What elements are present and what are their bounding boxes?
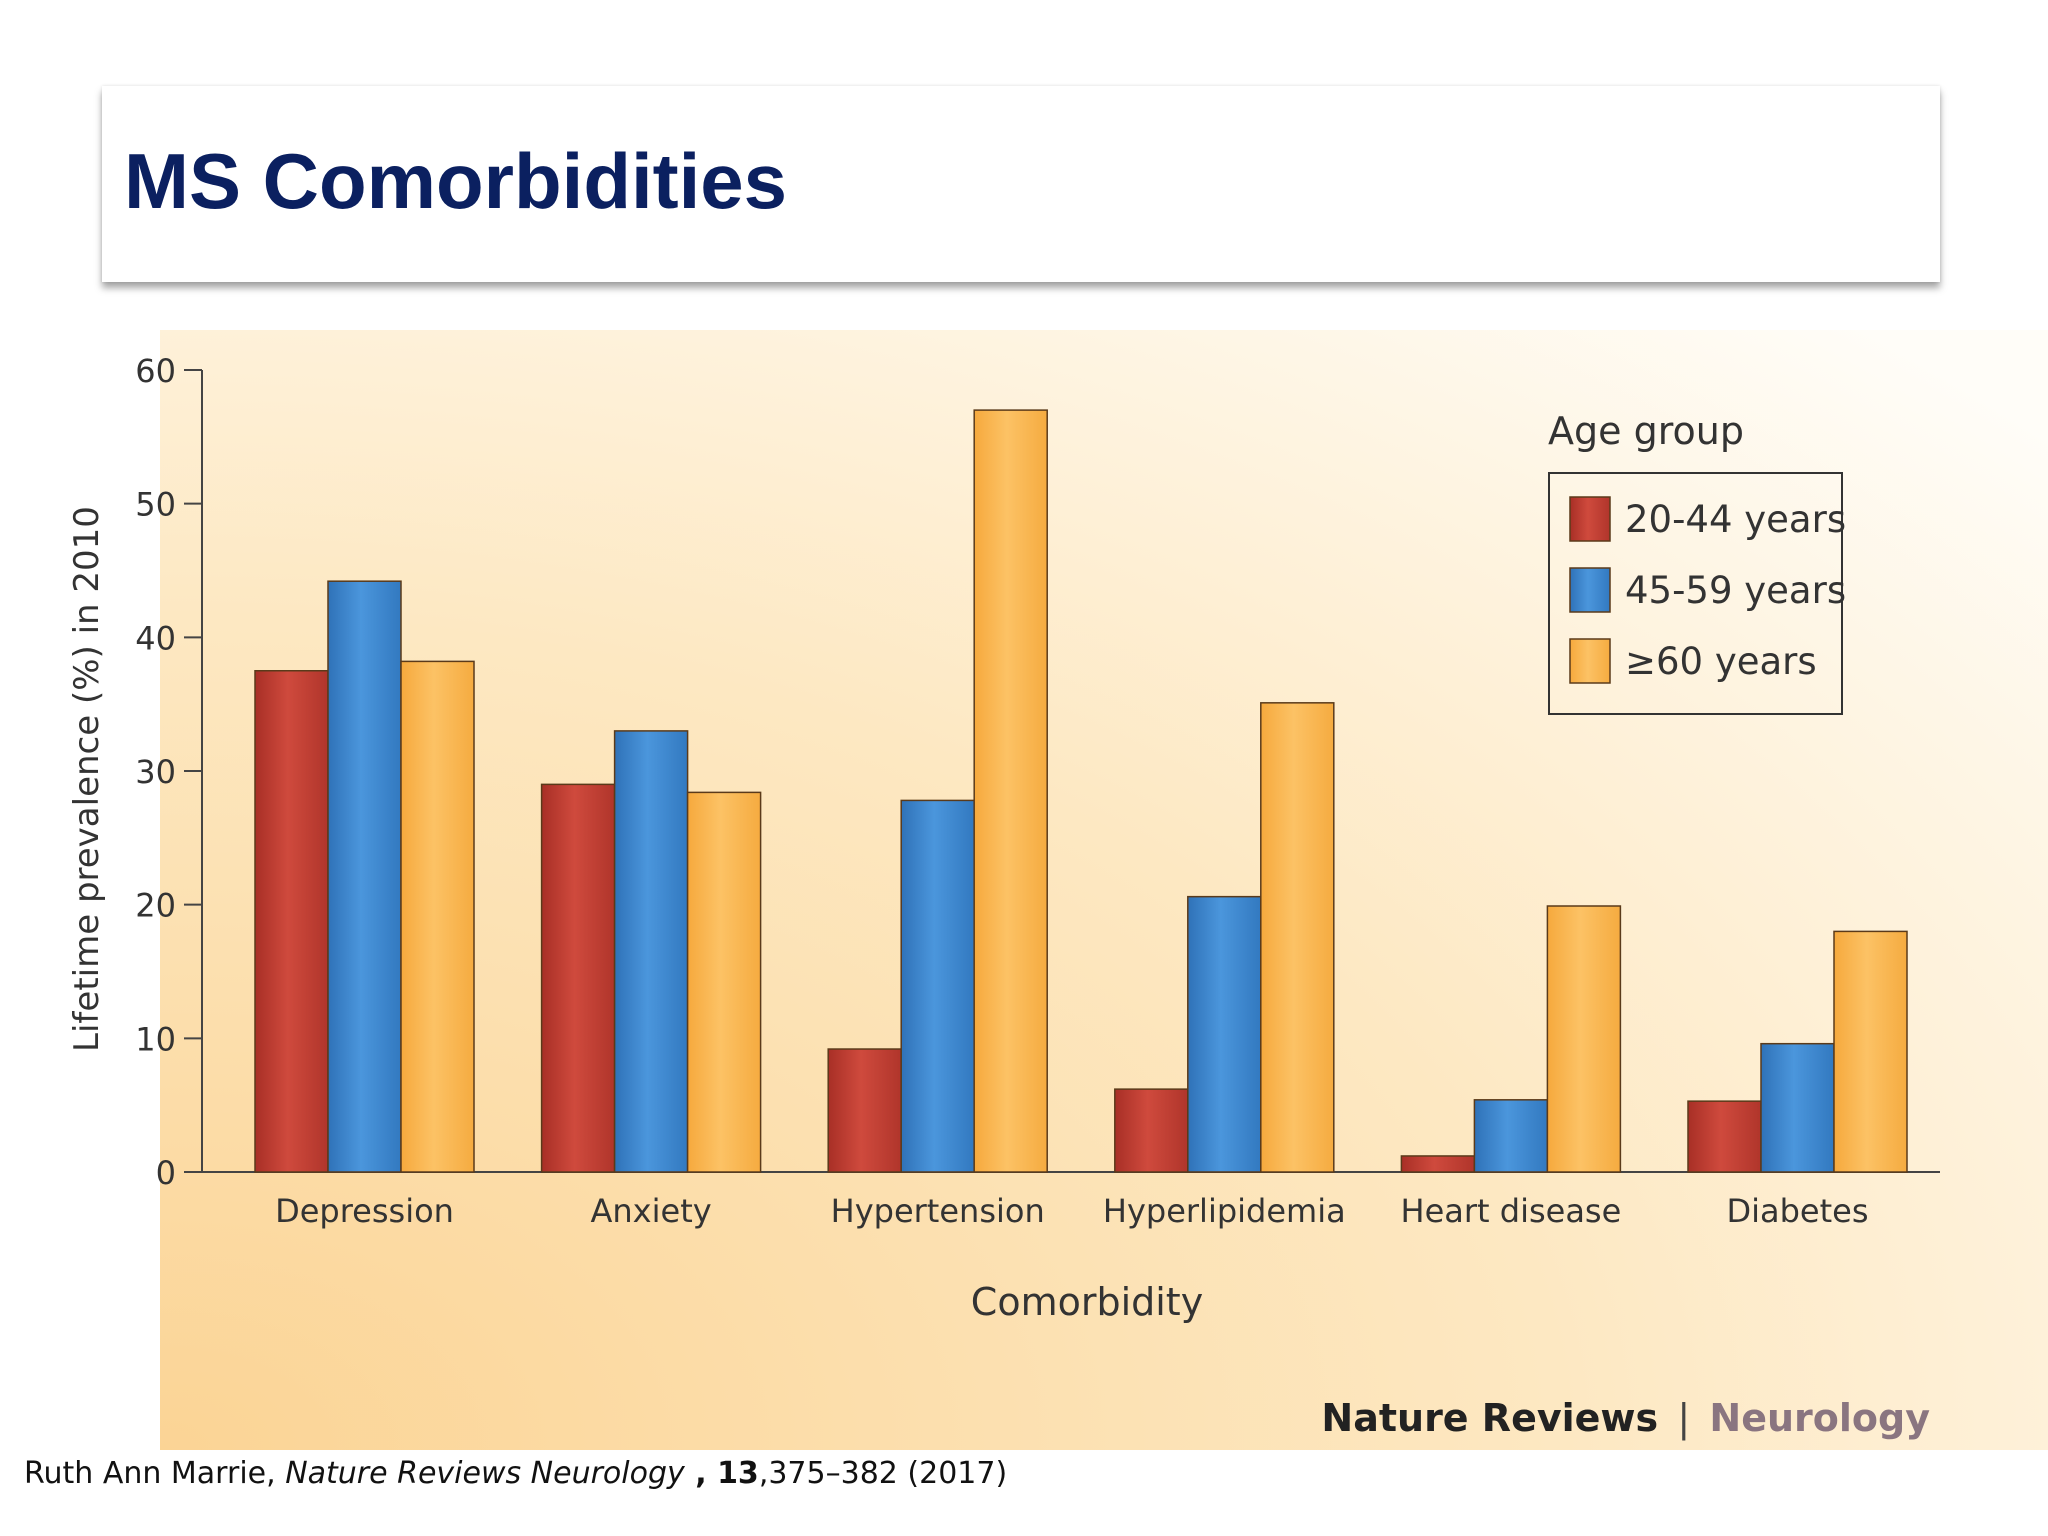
bars-group xyxy=(254,409,1908,1173)
y-tick-label: 40 xyxy=(135,619,176,657)
citation-sep: , xyxy=(684,1456,718,1491)
bar-hypertension-1 xyxy=(827,1048,902,1173)
x-tick-label: Depression xyxy=(275,1192,454,1230)
axes: 0 10 20 30 40 50 60 xyxy=(135,352,1940,1192)
bar-hypertension-2 xyxy=(900,799,975,1173)
bar-depression-3 xyxy=(400,660,475,1173)
y-tick-label: 60 xyxy=(135,352,176,390)
brand-secondary: Neurology xyxy=(1709,1396,1930,1440)
legend-swatch xyxy=(1569,567,1611,613)
x-tick-labels: Depression Anxiety Hypertension Hyperlipide… xyxy=(275,1192,1868,1230)
svg-text:Nature Reviews |: Nature Reviews | Neurology xyxy=(1321,1396,1930,1441)
legend-label: 20-44 years xyxy=(1625,498,1846,541)
bar-diabetes-2 xyxy=(1760,1042,1835,1173)
bar-hypertension-3 xyxy=(973,409,1048,1173)
bar-anxiety-2 xyxy=(613,730,689,1173)
brand-primary: Nature Reviews xyxy=(1321,1396,1658,1440)
bar-heart-disease-2 xyxy=(1473,1099,1549,1173)
citation-volume: 13 xyxy=(717,1456,759,1491)
bar-heart-disease-3 xyxy=(1546,905,1622,1173)
bar-diabetes-1 xyxy=(1687,1100,1762,1173)
x-tick-label: Anxiety xyxy=(591,1192,712,1230)
y-tick-label: 0 xyxy=(156,1154,176,1192)
legend-swatch xyxy=(1569,496,1611,542)
y-tick-label: 50 xyxy=(135,486,176,524)
x-tick-label: Hypertension xyxy=(831,1192,1045,1230)
chart-container: 0 10 20 30 40 50 60 Depression Anxiety Hypertens… xyxy=(0,330,2048,1470)
legend-label: 45-59 years xyxy=(1625,569,1846,612)
x-tick-label: Diabetes xyxy=(1726,1192,1868,1230)
citation-author: Ruth Ann Marrie, xyxy=(24,1456,286,1491)
y-tick-label: 10 xyxy=(135,1020,176,1058)
nature-reviews-neurology-logo: Nature Reviews | Neurology xyxy=(1321,1396,1930,1441)
y-axis-label: Lifetime prevalence (%) in 2010 xyxy=(67,506,107,1052)
slide-title: MS Comorbidities xyxy=(124,137,788,225)
bar-chart: 0 10 20 30 40 50 60 Depression Anxiety Hypertens… xyxy=(67,330,2048,1450)
bar-anxiety-3 xyxy=(686,791,762,1173)
bar-hyperlipidemia-3 xyxy=(1260,702,1335,1173)
legend: Age group 20-44 years 45-59 years ≥60 year… xyxy=(1548,409,1846,715)
x-tick-label: Hyperlipidemia xyxy=(1103,1192,1346,1230)
legend-frame xyxy=(1548,472,1843,715)
bar-anxiety-1 xyxy=(540,783,616,1173)
legend-title: Age group xyxy=(1548,409,1744,453)
bar-depression-1 xyxy=(254,670,329,1173)
legend-swatch xyxy=(1569,638,1611,684)
citation: Ruth Ann Marrie, Nature Reviews Neurolog… xyxy=(24,1456,1007,1491)
x-axis-label: Comorbidity xyxy=(971,1280,1203,1324)
x-tick-label: Heart disease xyxy=(1401,1192,1622,1230)
bar-hyperlipidemia-1 xyxy=(1114,1088,1189,1173)
title-header: MS Comorbidities xyxy=(102,86,1940,282)
bar-heart-disease-1 xyxy=(1400,1155,1476,1173)
y-tick-label: 30 xyxy=(135,753,176,791)
legend-label: ≥60 years xyxy=(1625,640,1817,683)
bar-depression-2 xyxy=(327,580,402,1173)
bar-hyperlipidemia-2 xyxy=(1187,895,1262,1173)
y-tick-label: 20 xyxy=(135,887,176,925)
brand-separator: | xyxy=(1677,1396,1690,1441)
citation-journal: Nature Reviews Neurology xyxy=(285,1456,685,1491)
citation-pages-year: ,375–382 (2017) xyxy=(758,1456,1008,1491)
bar-diabetes-3 xyxy=(1833,930,1908,1173)
